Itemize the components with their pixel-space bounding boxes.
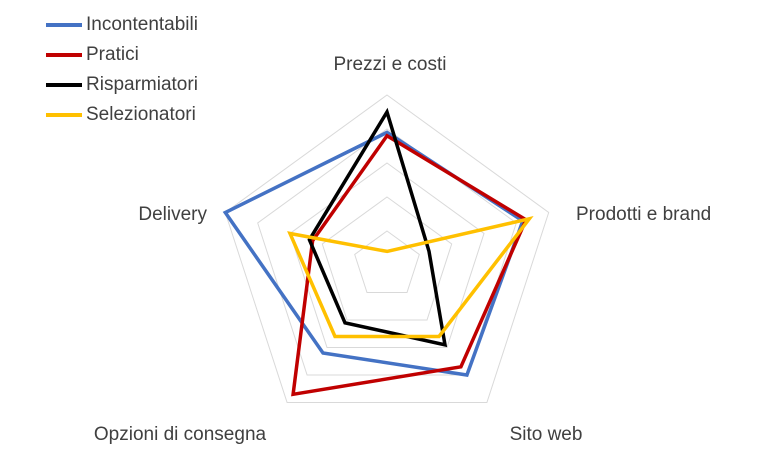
grid-ring (321, 196, 453, 321)
radar-series (222, 107, 534, 397)
legend-item: Selezionatori (46, 100, 198, 130)
grid-ring (354, 230, 420, 293)
legend-item: Incontentabili (46, 10, 198, 40)
axis-label: Prodotti e brand (576, 204, 711, 225)
legend-swatch (46, 23, 82, 27)
series-line-incontentabili (222, 130, 525, 377)
series-line-selezionatori (287, 216, 534, 339)
legend-swatch (46, 113, 82, 117)
legend-swatch (46, 83, 82, 87)
series-line-pratici (291, 133, 529, 397)
radar-grid (224, 94, 550, 403)
axis-label: Prezzi e costi (334, 54, 447, 75)
legend-label: Pratici (86, 44, 139, 65)
legend-label: Risparmiatori (86, 74, 198, 95)
axis-label: Sito web (510, 424, 583, 445)
legend-item: Pratici (46, 40, 198, 70)
legend-label: Incontentabili (86, 14, 198, 35)
legend: Incontentabili Pratici Risparmiatori Selezi… (46, 10, 198, 130)
axis-labels: Prezzi e costi Prodotti e brand Sito web Op… (94, 54, 711, 445)
grid-ring (224, 94, 550, 403)
series-line-risparmiatori (307, 107, 448, 348)
legend-item: Risparmiatori (46, 70, 198, 100)
grid-ring (257, 128, 517, 376)
grid-ring (289, 162, 485, 348)
axis-label: Delivery (138, 204, 207, 225)
legend-label: Selezionatori (86, 104, 196, 125)
axis-label: Opzioni di consegna (94, 424, 267, 445)
legend-swatch (46, 53, 82, 57)
